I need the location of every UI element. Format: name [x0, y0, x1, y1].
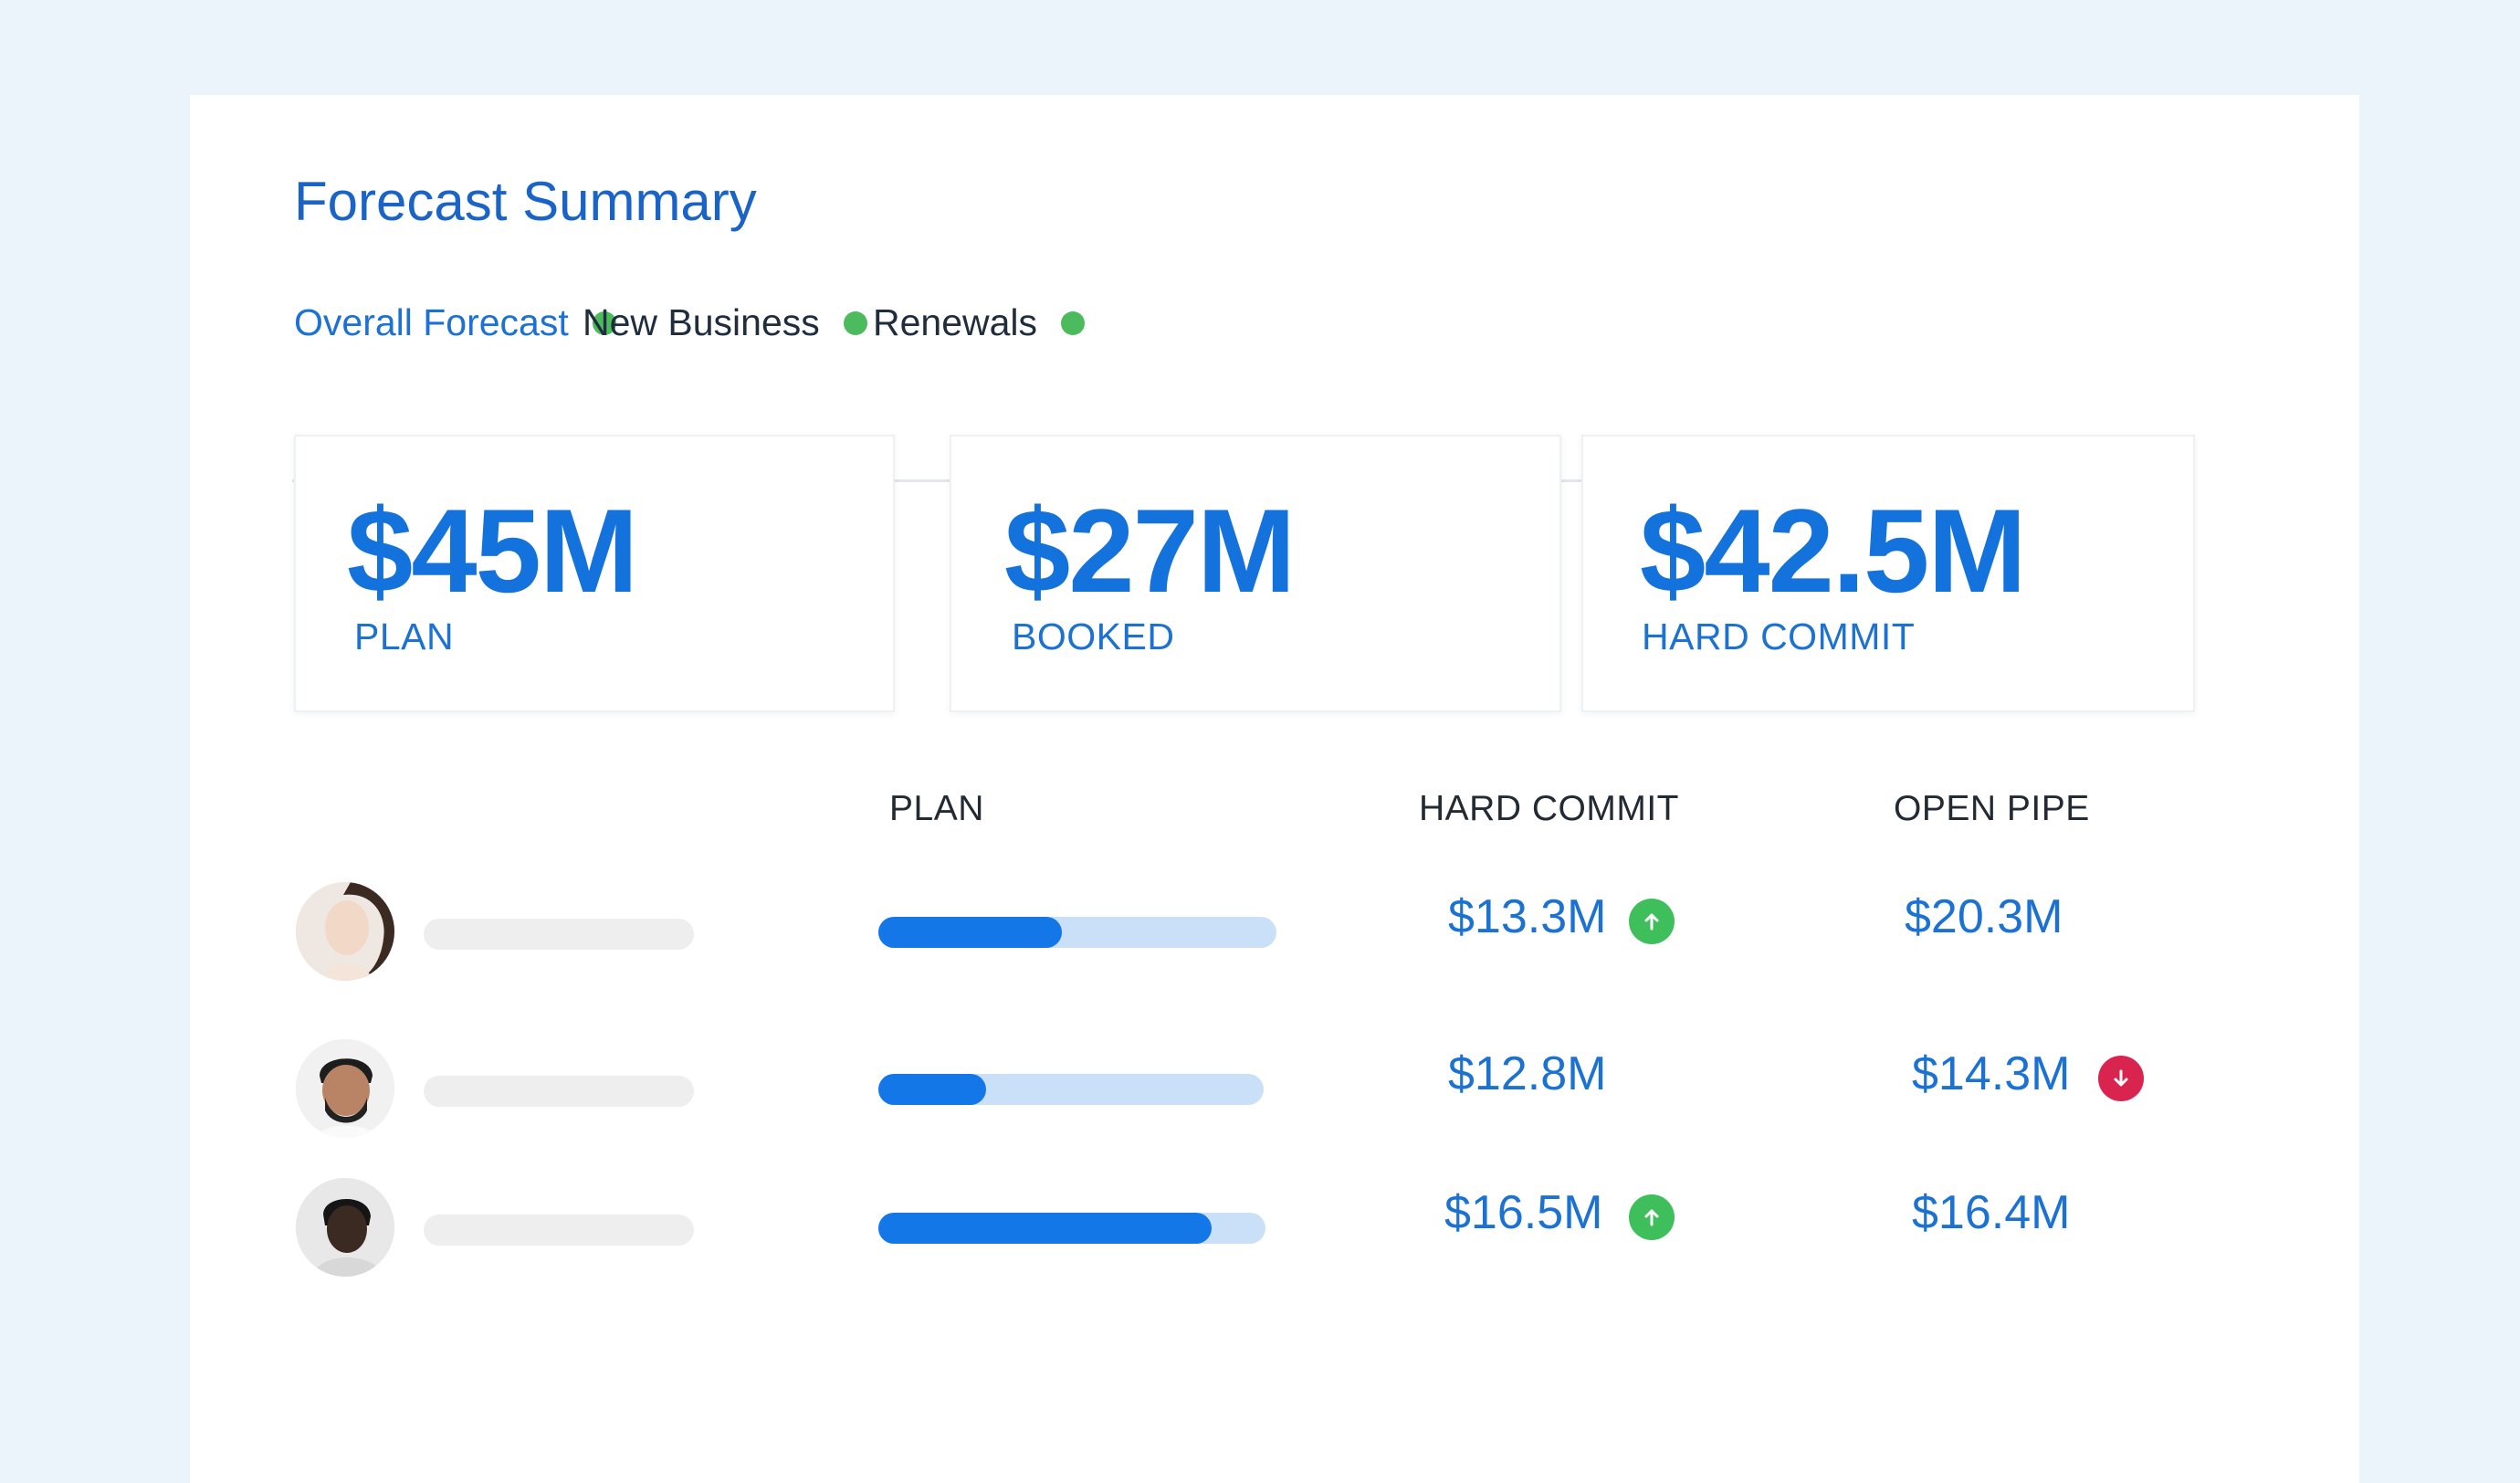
plan-progress-fill [878, 1213, 1212, 1244]
hard-commit-amount: $12.8M [1448, 1047, 1607, 1100]
open-pipe-amount: $20.3M [1905, 890, 2063, 943]
avatar [296, 1039, 394, 1138]
name-placeholder [424, 1215, 694, 1246]
booked-value: $27M [1004, 484, 1296, 617]
column-header-hard-commit: HARD COMMIT [1419, 789, 1679, 828]
trend-up-icon [1629, 899, 1675, 944]
table-row[interactable]: $12.8M $14.3M [296, 1039, 2213, 1149]
trend-down-icon [2098, 1056, 2144, 1101]
tab-label: Overall Forecast [294, 301, 569, 343]
tab-overall-forecast[interactable]: Overall Forecast [294, 301, 616, 344]
tab-new-business[interactable]: New Business [583, 301, 867, 344]
plan-progress-bar [878, 1074, 1264, 1105]
booked-label: BOOKED [1012, 615, 1175, 657]
forecast-tabs: Overall Forecast New Business Renewals [292, 292, 2189, 489]
tab-label: Renewals [873, 301, 1038, 343]
status-dot-icon [1061, 310, 1086, 335]
avatar [296, 1178, 394, 1277]
plan-value: $45M [347, 484, 638, 617]
name-placeholder [424, 1076, 694, 1107]
status-dot-icon [843, 310, 867, 335]
plan-progress-bar [878, 917, 1276, 948]
booked-card: $27M BOOKED [950, 435, 1561, 712]
avatar [296, 882, 394, 981]
hard-commit-amount: $16.5M [1444, 1186, 1603, 1239]
plan-progress-fill [878, 1074, 987, 1105]
hard-commit-value: $42.5M [1640, 484, 2027, 617]
plan-label: PLAN [354, 615, 455, 657]
name-placeholder [424, 919, 694, 950]
table-row[interactable]: $16.5M $16.4M [296, 1178, 2213, 1288]
page-title: Forecast Summary [294, 171, 757, 232]
hard-commit-card: $42.5M HARD COMMIT [1581, 435, 2195, 712]
column-header-plan: PLAN [889, 789, 984, 828]
hard-commit-label: HARD COMMIT [1642, 615, 1916, 657]
tab-renewals[interactable]: Renewals [873, 301, 1086, 344]
trend-up-icon [1629, 1194, 1675, 1240]
status-dot-icon [592, 310, 616, 335]
open-pipe-amount: $16.4M [1912, 1186, 2071, 1239]
plan-card: $45M PLAN [294, 435, 895, 712]
open-pipe-amount: $14.3M [1912, 1047, 2071, 1100]
column-header-open-pipe: OPEN PIPE [1894, 789, 2090, 828]
hard-commit-amount: $13.3M [1448, 890, 1607, 943]
plan-progress-bar [878, 1213, 1265, 1244]
plan-progress-fill [878, 917, 1062, 948]
tab-label: New Business [583, 301, 820, 343]
forecast-summary-panel: Forecast Summary Overall Forecast New Bu… [190, 95, 2359, 1483]
table-row[interactable]: $13.3M $20.3M [296, 882, 2213, 992]
